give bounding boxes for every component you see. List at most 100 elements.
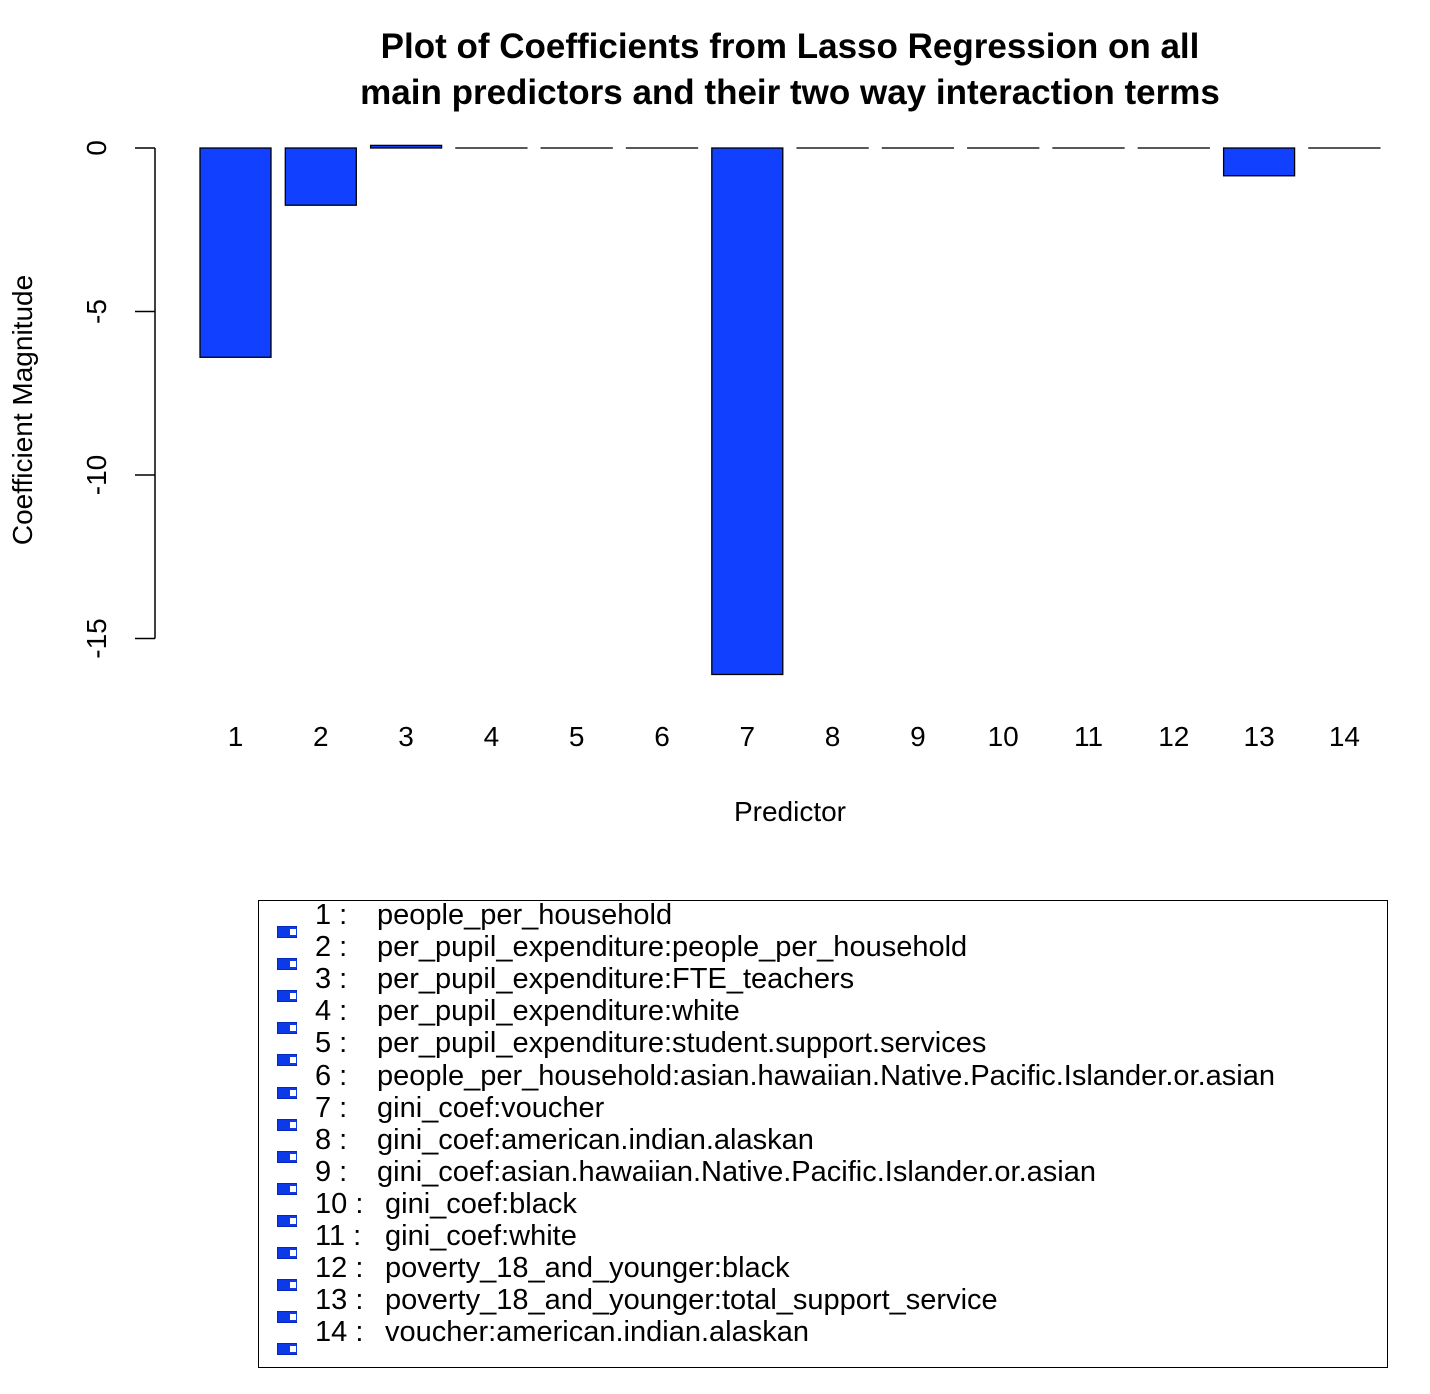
legend-entry-label: gini_coef:asian.hawaiian.Native.Pacific.… xyxy=(377,1155,1096,1188)
legend-marker xyxy=(277,1054,297,1067)
legend-marker xyxy=(277,990,297,1003)
y-axis: 0 -5 -10 -15 xyxy=(81,140,156,659)
legend-swatch-inner xyxy=(289,1249,297,1257)
legend-entry-label: poverty_18_and_younger:black xyxy=(385,1252,790,1285)
bar-2 xyxy=(284,147,357,206)
legend-entry-label: per_pupil_expenditure:student.support.se… xyxy=(377,1027,987,1060)
chart-title-line-2: main predictors and their two way intera… xyxy=(360,73,1220,112)
legend-entry-number: 13 : xyxy=(315,1284,364,1317)
legend-entry-number: 11 : xyxy=(315,1220,362,1252)
legend-entry-number: 8 : xyxy=(315,1123,348,1156)
legend-entry-label: gini_coef:voucher xyxy=(377,1091,605,1124)
legend-entry-label: voucher:american.indian.alaskan xyxy=(385,1316,809,1349)
legend-entry: 2 : per_pupil_expenditure:people_per_hous… xyxy=(315,931,967,963)
legend-entry-label: people_per_household xyxy=(377,899,673,931)
legend-entry-number: 5 : xyxy=(315,1027,348,1060)
legend-swatch-inner xyxy=(289,1216,297,1225)
legend-swatch-inner xyxy=(289,1152,297,1161)
x-tick-label: 9 xyxy=(910,721,926,752)
x-tick-label: 13 xyxy=(1244,721,1275,752)
legend-entry: 6 : people_per_household:asian.hawaiian.N… xyxy=(315,1060,1275,1092)
legend-marker xyxy=(277,1279,297,1292)
legend-entry: 9 : gini_coef:asian.hawaiian.Native.Pacif… xyxy=(315,1156,1096,1188)
legend-entry: 3 : per_pupil_expenditure:FTE_teachers xyxy=(315,963,854,995)
legend-entry: 10 : gini_coef:black xyxy=(315,1188,577,1220)
x-axis-title: Predictor xyxy=(734,796,846,827)
legend-marker xyxy=(277,1086,297,1099)
legend-marker xyxy=(277,1182,297,1195)
y-axis-title: Coefficient Magnitude xyxy=(7,275,38,545)
legend-entry-label: per_pupil_expenditure:FTE_teachers xyxy=(377,963,855,996)
bar-3 xyxy=(369,144,443,149)
legend-entry-label: gini_coef:white xyxy=(385,1220,577,1252)
legend-marker xyxy=(277,1118,297,1131)
legend-swatch-inner xyxy=(289,1088,297,1097)
legend-swatch-inner xyxy=(289,928,297,936)
legend-entry-number: 14 : xyxy=(315,1316,364,1349)
legend-entry: 5 : per_pupil_expenditure:student.support… xyxy=(315,1027,986,1059)
y-tick-label: -10 xyxy=(81,455,112,495)
legend-swatch-inner xyxy=(289,1313,297,1322)
legend-entry: 13 : poverty_18_and_younger:total_support… xyxy=(315,1284,998,1316)
legend-swatch-inner xyxy=(289,1345,297,1354)
legend-swatch-inner xyxy=(289,1056,297,1065)
legend-entry: 8 : gini_coef:american.indian.alaskan xyxy=(315,1124,814,1156)
legend-marker xyxy=(277,1311,297,1324)
bar-1 xyxy=(199,147,272,358)
bar-7 xyxy=(711,147,784,676)
legend-entry-number: 10 : xyxy=(315,1187,364,1220)
legend-entry-label: per_pupil_expenditure:people_per_househo… xyxy=(377,931,968,964)
legend-marker xyxy=(277,926,297,938)
legend-swatch-inner xyxy=(289,1024,297,1033)
x-tick-label: 8 xyxy=(825,721,841,752)
legend-swatch-inner xyxy=(289,992,297,1001)
legend-marker xyxy=(277,958,297,971)
bar-13 xyxy=(1222,147,1296,177)
legend-entry-number: 3 : xyxy=(315,963,348,996)
legend: 1 : people_per_household 2 : per_pupil_expe… xyxy=(258,899,1388,1368)
x-tick-label: 7 xyxy=(740,721,756,752)
legend-entry: 12 : poverty_18_and_younger:black xyxy=(315,1252,790,1284)
legend-swatch-inner xyxy=(289,1120,297,1129)
legend-entry: 7 : gini_coef:voucher xyxy=(315,1092,604,1124)
legend-marker xyxy=(277,1214,297,1227)
legend-entry-number: 7 : xyxy=(315,1091,348,1124)
x-tick-label: 4 xyxy=(484,721,500,752)
legend-entry-number: 12 : xyxy=(315,1252,364,1285)
legend-entry: 11 : gini_coef:white xyxy=(315,1220,577,1252)
x-tick-label: 12 xyxy=(1158,721,1189,752)
legend-entry-label: people_per_household:asian.hawaiian.Nati… xyxy=(377,1059,1275,1092)
bar-series xyxy=(199,144,1381,676)
chart-title-line-1: Plot of Coefficients from Lasso Regressi… xyxy=(381,27,1200,66)
legend-marker xyxy=(277,1343,297,1356)
legend-marker xyxy=(277,1150,297,1163)
legend-entry: 14 : voucher:american.indian.alaskan xyxy=(315,1316,809,1348)
legend-entry: 4 : per_pupil_expenditure:white xyxy=(315,995,740,1027)
legend-entry-number: 4 : xyxy=(315,995,348,1028)
x-tick-label: 5 xyxy=(569,721,585,752)
y-tick-label: -5 xyxy=(81,299,112,324)
legend-marker xyxy=(277,1247,297,1259)
bar-chart: Plot of Coefficients from Lasso Regressi… xyxy=(7,27,1381,827)
legend-entry-number: 1 : xyxy=(315,899,348,931)
x-tick-label: 6 xyxy=(654,721,670,752)
legend-entry: 1 : people_per_household xyxy=(315,899,672,931)
x-axis-tick-labels: 1 2 3 4 5 6 7 8 9 10 11 12 13 14 xyxy=(228,721,1360,752)
legend-entry-number: 2 : xyxy=(315,931,348,964)
y-tick-label: -15 xyxy=(81,618,112,658)
legend-entry-label: poverty_18_and_younger:total_support_ser… xyxy=(385,1284,998,1317)
legend-marker xyxy=(277,1022,297,1035)
x-tick-label: 11 xyxy=(1074,721,1103,752)
legend-entry-label: gini_coef:black xyxy=(385,1187,577,1220)
legend-swatch-inner xyxy=(289,1281,297,1290)
x-tick-label: 2 xyxy=(313,721,329,752)
x-tick-label: 14 xyxy=(1329,721,1360,752)
legend-entry-label: per_pupil_expenditure:white xyxy=(377,995,740,1028)
x-tick-label: 10 xyxy=(988,721,1019,752)
legend-swatch-inner xyxy=(289,1184,297,1193)
x-tick-label: 3 xyxy=(398,721,414,752)
y-tick-label: 0 xyxy=(81,140,112,156)
x-tick-label: 1 xyxy=(228,721,244,752)
legend-entry-number: 9 : xyxy=(315,1155,348,1188)
legend-swatch-inner xyxy=(289,960,297,969)
